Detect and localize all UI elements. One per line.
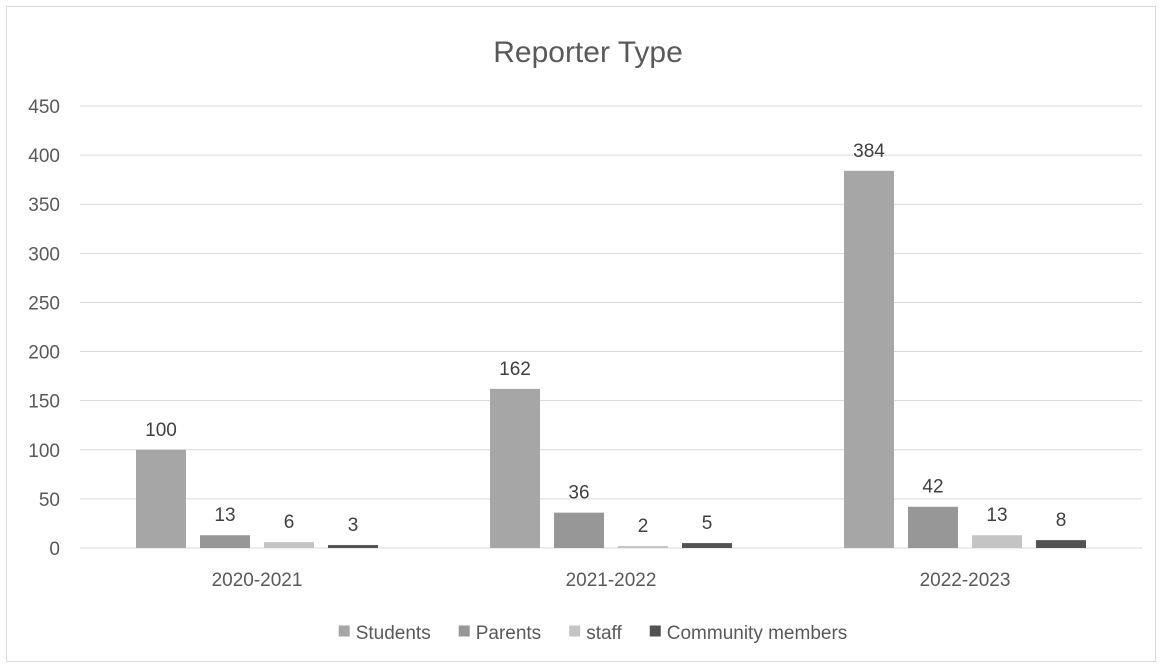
- bar: [264, 542, 314, 548]
- data-label: 36: [568, 483, 589, 504]
- data-label: 2: [638, 516, 649, 537]
- data-label: 6: [284, 512, 295, 533]
- data-labels: 100 13 6 3 162 36 2 5 384 42 13 8: [145, 141, 1066, 537]
- data-label: 42: [922, 477, 943, 498]
- y-tick-label: 350: [28, 195, 60, 216]
- x-tick-label: 2022-2023: [920, 570, 1011, 591]
- x-tick-label: 2020-2021: [212, 570, 303, 591]
- bar: [618, 546, 668, 548]
- gridlines: [80, 105, 1142, 549]
- x-tick-label: 2021-2022: [566, 570, 657, 591]
- bar: [200, 535, 250, 548]
- bar: [1036, 540, 1086, 548]
- bars: [136, 170, 1086, 548]
- legend: Students Parents staff Community members: [338, 623, 848, 644]
- y-tick-label: 200: [28, 343, 60, 364]
- legend-swatch: [458, 625, 470, 637]
- data-label: 13: [214, 505, 235, 526]
- bar: [972, 535, 1022, 548]
- bar: [328, 545, 378, 548]
- legend-swatch: [649, 625, 661, 637]
- data-label: 8: [1056, 510, 1067, 531]
- bar: [908, 506, 958, 548]
- y-tick-label: 300: [28, 244, 60, 265]
- data-label: 13: [986, 505, 1007, 526]
- legend-label: staff: [586, 623, 622, 644]
- bar: [844, 170, 894, 548]
- data-label: 384: [853, 141, 885, 162]
- y-tick-label: 450: [28, 97, 60, 118]
- data-label: 5: [702, 513, 713, 534]
- y-tick-label: 400: [28, 146, 60, 167]
- data-label: 100: [145, 420, 177, 441]
- y-tick-label: 0: [49, 539, 60, 560]
- y-tick-label: 50: [39, 490, 60, 511]
- bar: [554, 512, 604, 548]
- y-tick-label: 250: [28, 293, 60, 314]
- bar: [136, 449, 186, 548]
- chart-frame: [6, 6, 1156, 662]
- y-tick-label: 100: [28, 441, 60, 462]
- legend-label: Students: [356, 623, 431, 644]
- legend-label: Parents: [476, 623, 541, 644]
- data-label: 3: [348, 515, 359, 536]
- x-axis: 2020-2021 2021-2022 2022-2023: [212, 570, 1011, 591]
- y-tick-label: 150: [28, 392, 60, 413]
- bar: [490, 388, 540, 548]
- legend-swatch: [338, 625, 350, 637]
- chart-title: Reporter Type: [493, 36, 683, 69]
- legend-label: Community members: [667, 623, 848, 644]
- legend-swatch: [569, 625, 581, 637]
- y-axis: 0 50 100 150 200 250 300 350 400 450: [28, 97, 60, 560]
- bar: [682, 543, 732, 548]
- data-label: 162: [499, 359, 531, 380]
